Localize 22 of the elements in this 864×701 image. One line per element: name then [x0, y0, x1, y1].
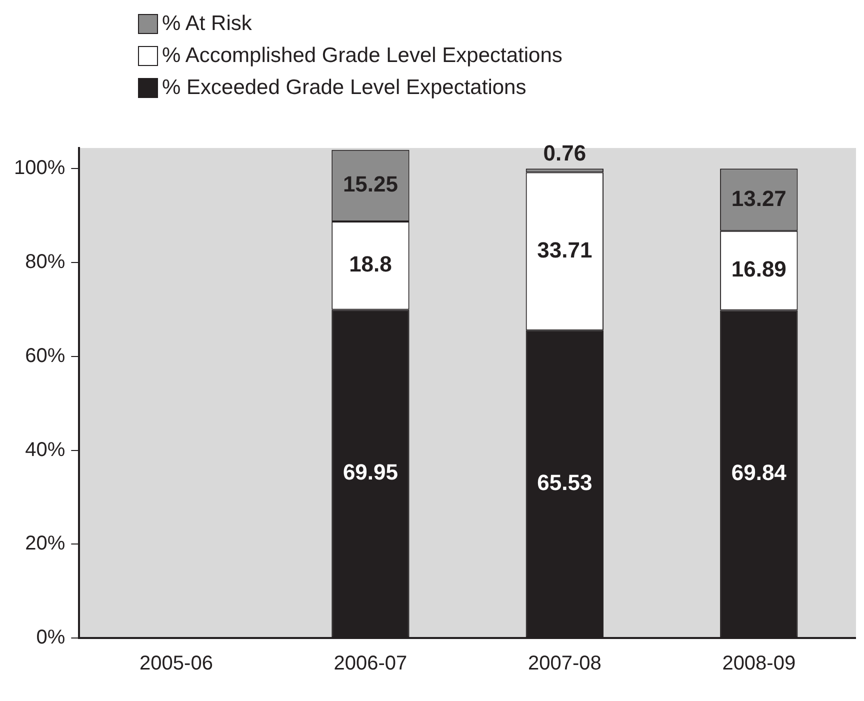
- data-label: 69.95: [342, 460, 398, 485]
- data-label: 65.53: [537, 470, 592, 496]
- y-tick-label: 0%: [36, 626, 66, 649]
- x-tick-label: 2005-06: [140, 652, 213, 675]
- data-label: 33.71: [537, 237, 592, 262]
- legend-label: % Exceeded Grade Level Expectations: [162, 76, 526, 100]
- x-tick-label: 2006-07: [334, 652, 408, 675]
- data-label: 18.8: [349, 252, 392, 277]
- data-label: 15.25: [342, 172, 398, 197]
- data-label: 0.76: [543, 140, 586, 166]
- x-tick-label: 2007-08: [528, 652, 602, 675]
- x-tick-label: 2008-09: [722, 652, 796, 675]
- data-label: 16.89: [731, 256, 786, 282]
- y-tick-label: 80%: [25, 251, 66, 274]
- legend-label: % At Risk: [162, 12, 252, 36]
- y-tick-label: 20%: [25, 532, 66, 555]
- data-label: 13.27: [731, 186, 786, 211]
- legend-label: % Accomplished Grade Level Expectations: [162, 44, 562, 68]
- y-tick-label: 40%: [25, 438, 66, 461]
- y-tick-label: 100%: [14, 157, 66, 180]
- y-tick-label: 60%: [25, 344, 66, 367]
- data-label: 69.84: [731, 460, 788, 485]
